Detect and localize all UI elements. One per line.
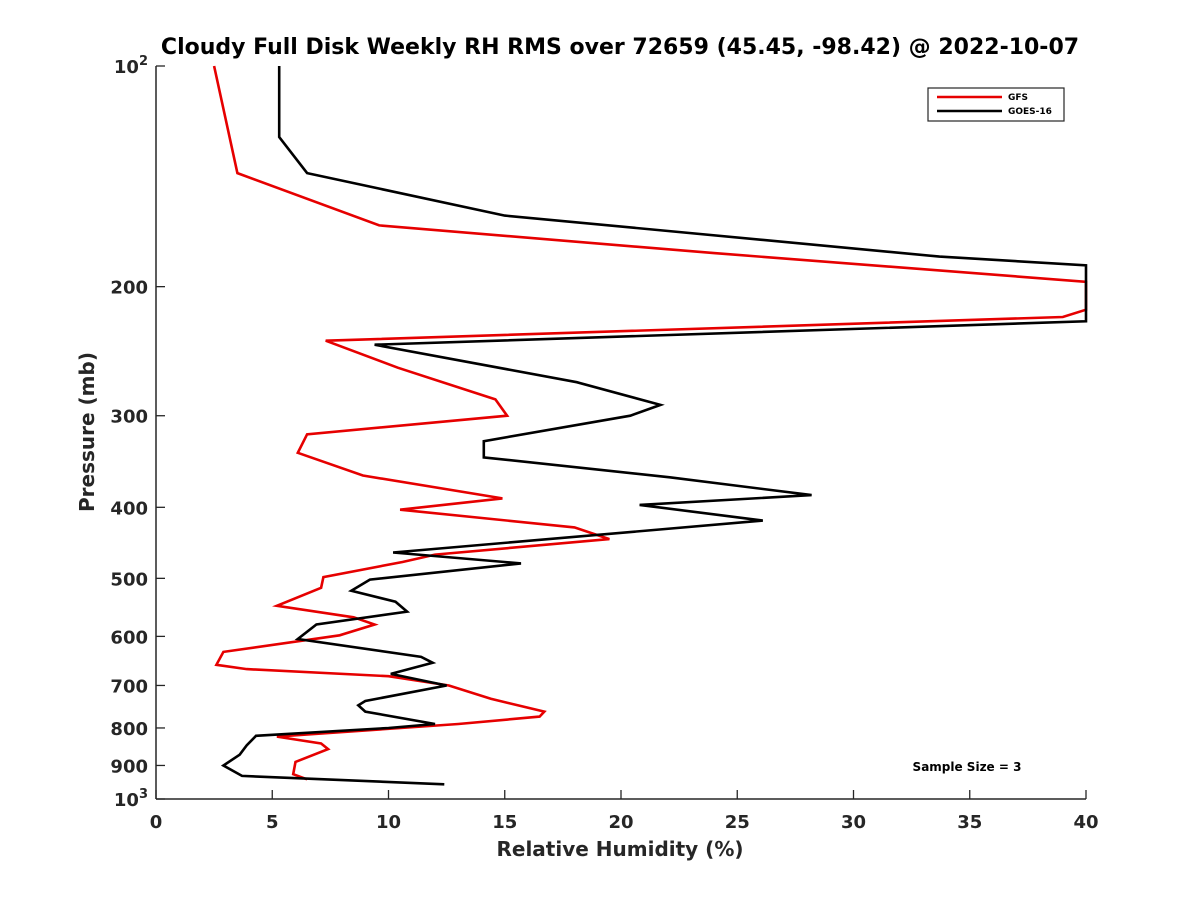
y-tick-label: 200 bbox=[110, 278, 148, 299]
plot-background bbox=[156, 66, 1086, 799]
x-tick-label: 35 bbox=[957, 812, 982, 833]
x-tick-label: 25 bbox=[725, 812, 750, 833]
y-tick-label: 300 bbox=[110, 407, 148, 428]
legend-label: GOES-16 bbox=[1008, 107, 1052, 117]
y-tick-label: 103 bbox=[114, 787, 148, 811]
y-tick-label: 800 bbox=[110, 719, 148, 740]
y-tick-label: 900 bbox=[110, 756, 148, 777]
x-tick-label: 0 bbox=[150, 812, 163, 833]
legend-label: GFS bbox=[1008, 93, 1028, 103]
x-tick-label: 10 bbox=[376, 812, 401, 833]
series-line-gfs bbox=[212, 65, 1088, 781]
x-tick-label: 15 bbox=[492, 812, 517, 833]
y-tick-label: 700 bbox=[110, 676, 148, 697]
x-tick-label: 20 bbox=[608, 812, 633, 833]
x-tick-label: 30 bbox=[841, 812, 866, 833]
plot-area bbox=[156, 66, 1086, 799]
sample-size-note: Sample Size = 3 bbox=[913, 760, 1022, 774]
y-axis-label: Pressure (mb) bbox=[75, 352, 99, 512]
series-line-goes-16 bbox=[220, 66, 1088, 786]
series-layer bbox=[212, 65, 1088, 786]
legend: GFS GOES-16 bbox=[927, 87, 1065, 122]
y-tick-label: 600 bbox=[110, 627, 148, 648]
axes-layer: 0 5 10 15 20 25 30 35 40 102 200 300 400 500 600 700 800… bbox=[110, 54, 1098, 833]
x-tick-label: 5 bbox=[266, 812, 279, 833]
legend-box bbox=[927, 87, 1065, 122]
x-tick-label: 40 bbox=[1073, 812, 1098, 833]
y-tick-label: 500 bbox=[110, 569, 148, 590]
y-tick-label: 400 bbox=[110, 498, 148, 519]
chart-title: Cloudy Full Disk Weekly RH RMS over 7265… bbox=[161, 35, 1079, 60]
y-tick-label: 102 bbox=[114, 54, 148, 78]
x-axis-label: Relative Humidity (%) bbox=[496, 837, 743, 861]
